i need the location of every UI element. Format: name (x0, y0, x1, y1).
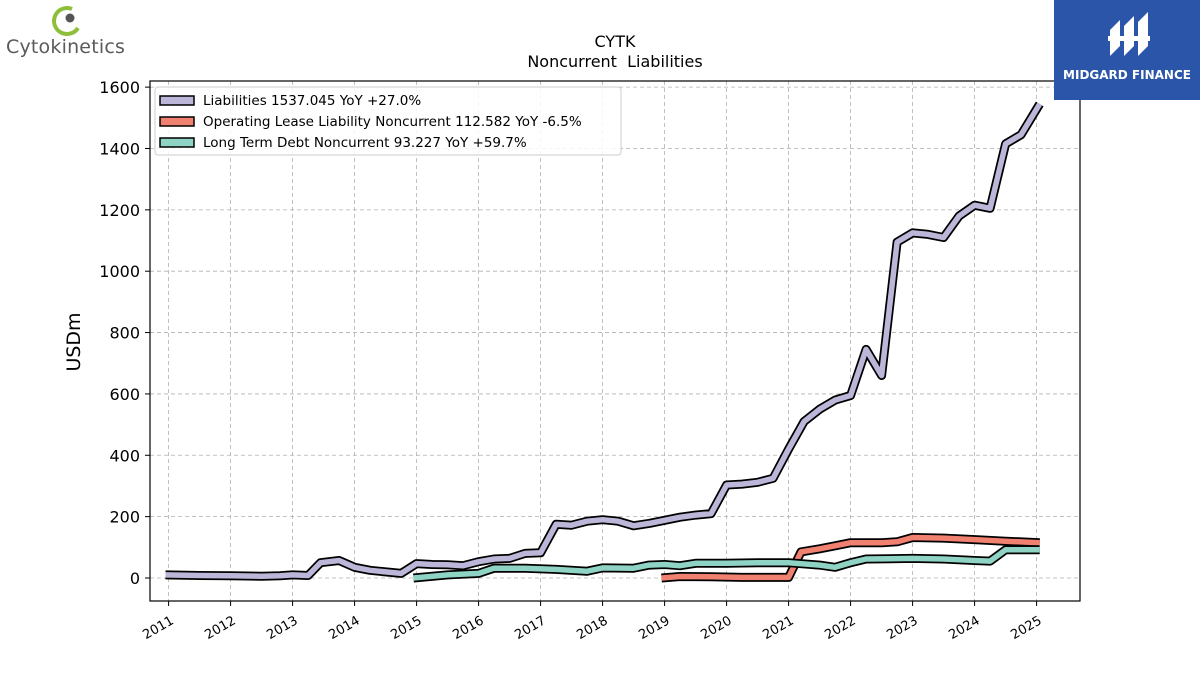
series-line (165, 102, 1043, 579)
x-tick-label: 2019 (636, 613, 672, 643)
x-tick-label: 2016 (450, 613, 486, 643)
midgard-finance-logo: MIDGARD FINANCE (1054, 0, 1200, 100)
y-tick-label: 600 (109, 385, 140, 404)
y-tick-label: 1400 (99, 139, 140, 158)
y-axis-ticks: 0 200 400 600 800 1000 1200 1400 1600 (99, 78, 150, 588)
x-tick-label: 2023 (884, 613, 920, 643)
y-tick-label: 1000 (99, 262, 140, 281)
legend-swatch (159, 137, 195, 148)
series-line (413, 547, 1040, 581)
x-tick-label: 2022 (822, 613, 858, 643)
cytokinetics-logo (4, 4, 129, 60)
series-layer (165, 101, 1044, 583)
y-tick-label: 1200 (99, 201, 140, 220)
series-2 (661, 533, 1040, 583)
x-tick-label: 2020 (698, 613, 734, 643)
legend-swatch (159, 116, 195, 127)
legend: Liabilities 1537.045 YoY +27.0% Operating… (154, 86, 622, 156)
midgard-logo-text: MIDGARD FINANCE (1063, 68, 1191, 82)
x-tick-label: 2015 (388, 613, 424, 643)
y-tick-label: 0 (130, 569, 140, 588)
x-tick-label: 2011 (140, 613, 176, 643)
legend-swatch (159, 95, 195, 106)
y-tick-label: 200 (109, 508, 140, 527)
legend-entry: Liabilities 1537.045 YoY +27.0% (203, 93, 421, 109)
x-tick-label: 2013 (264, 613, 300, 643)
series-line (661, 534, 1040, 581)
legend-entry: Long Term Debt Noncurrent 93.227 YoY +59… (203, 135, 527, 151)
y-tick-label: 1600 (99, 78, 140, 97)
x-tick-label: 2024 (946, 613, 982, 643)
legend-entry: Operating Lease Liability Noncurrent 112… (203, 114, 582, 130)
x-axis-ticks: 2011 2012 2013 2014 2015 2016 2017 2018 2019 2020… (140, 601, 1045, 643)
chart-title: CYTK (595, 32, 636, 51)
x-tick-label: 2014 (326, 613, 362, 643)
midgard-logo-icon (1108, 12, 1150, 56)
plot-frame (149, 80, 1081, 602)
x-tick-label: 2018 (574, 613, 610, 643)
x-tick-label: 2017 (512, 613, 548, 643)
x-tick-label: 2012 (202, 613, 238, 643)
series-3 (413, 545, 1040, 583)
series-1 (165, 101, 1044, 581)
legend-box (154, 86, 622, 156)
y-axis-label: USDm (63, 312, 85, 371)
cytokinetics-logo-text: Cytokinetics (6, 36, 126, 58)
y-tick-label: 400 (109, 446, 140, 465)
cytokinetics-logo-icon (52, 6, 80, 36)
y-tick-label: 800 (109, 324, 140, 343)
chart-subtitle: Noncurrent Liabilities (527, 52, 702, 71)
x-tick-label: 2025 (1008, 613, 1044, 643)
x-tick-label: 2021 (760, 613, 796, 643)
